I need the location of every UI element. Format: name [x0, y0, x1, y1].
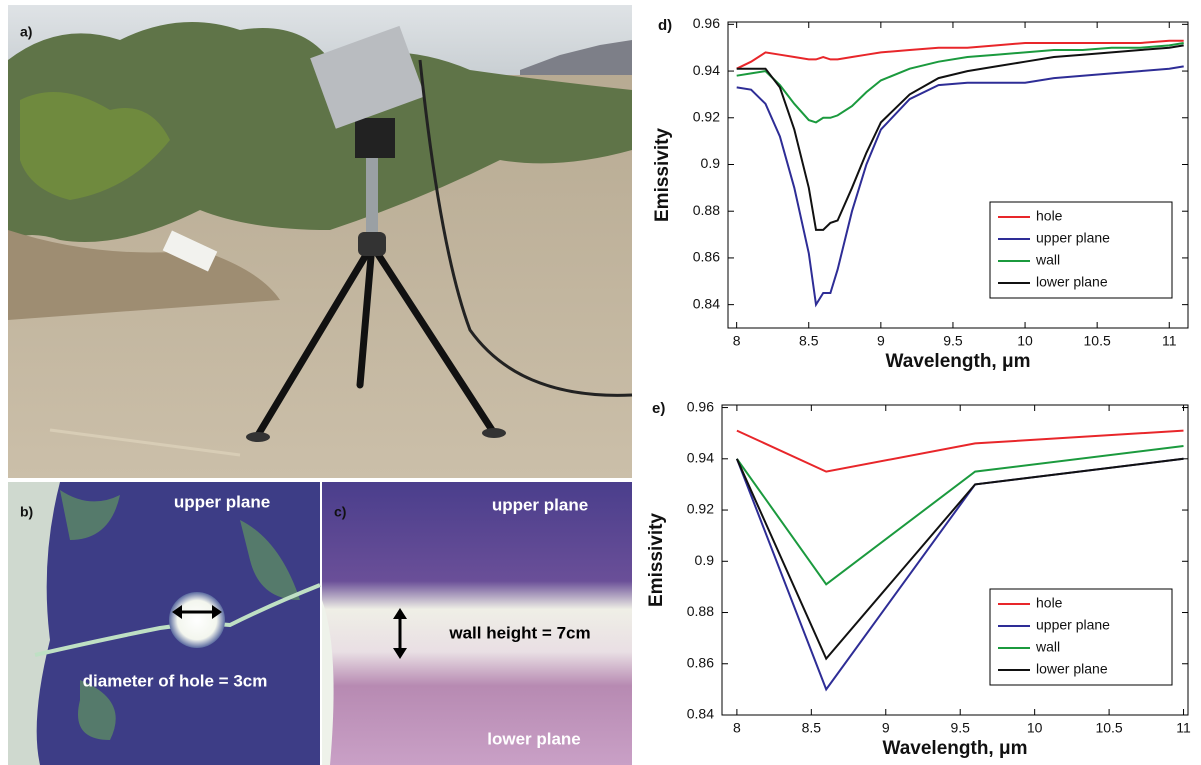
- annotation: diameter of hole = 3cm: [83, 671, 268, 690]
- legend-label: upper plane: [1036, 617, 1110, 633]
- y-tick-label: 0.88: [693, 202, 720, 218]
- series-line: [736, 39, 1184, 70]
- x-tick-label: 10.5: [1095, 720, 1122, 736]
- panel-label: e): [652, 400, 665, 417]
- series-line: [736, 42, 1184, 124]
- y-axis-label: Emissivity: [646, 513, 667, 607]
- x-tick-label: 11: [1176, 720, 1191, 736]
- x-tick-label: 10: [1027, 720, 1043, 736]
- x-axis-label: Wavelength, μm: [883, 738, 1028, 759]
- y-tick-label: 0.94: [687, 450, 714, 466]
- x-tick-label: 9: [882, 720, 890, 736]
- y-tick-label: 0.84: [693, 295, 720, 311]
- panel-label: a): [20, 24, 32, 40]
- x-tick-label: 10.5: [1084, 333, 1111, 349]
- x-tick-label: 8.5: [799, 333, 819, 349]
- panel-label: b): [20, 504, 33, 520]
- y-axis-label: Emissivity: [652, 128, 673, 222]
- y-tick-label: 0.9: [695, 552, 715, 568]
- series-line: [735, 457, 1184, 661]
- legend-label: hole: [1036, 595, 1063, 611]
- photo-b: b) upper plane diameter of hole = 3cm: [8, 482, 321, 765]
- x-tick-label: 9.5: [943, 333, 963, 349]
- series-line: [736, 44, 1184, 231]
- series-line: [736, 445, 1184, 586]
- legend-label: wall: [1035, 252, 1060, 268]
- y-tick-label: 0.96: [687, 398, 714, 414]
- x-tick-label: 9: [877, 333, 885, 349]
- x-tick-label: 10: [1017, 333, 1033, 349]
- annotation: wall height = 7cm: [448, 623, 590, 642]
- y-tick-label: 0.84: [687, 706, 714, 722]
- legend-label: upper plane: [1036, 230, 1110, 246]
- y-tick-label: 0.92: [693, 108, 720, 124]
- y-tick-label: 0.96: [693, 15, 720, 31]
- photo-c: c) upper plane wall height = 7cm lower p…: [322, 482, 632, 765]
- photo-a: a): [8, 5, 633, 478]
- x-tick-label: 8.5: [802, 720, 822, 736]
- x-tick-label: 9.5: [950, 720, 970, 736]
- x-axis-label: Wavelength, μm: [886, 351, 1031, 372]
- x-tick-label: 11: [1162, 333, 1177, 349]
- series-line: [736, 429, 1184, 473]
- y-tick-label: 0.92: [687, 501, 714, 517]
- panel-label: d): [658, 17, 672, 34]
- legend-label: lower plane: [1036, 661, 1108, 677]
- y-tick-label: 0.86: [687, 654, 714, 670]
- x-tick-label: 8: [733, 333, 741, 349]
- panel-label: c): [334, 504, 346, 520]
- y-tick-label: 0.86: [693, 249, 720, 265]
- series-line: [736, 65, 1184, 308]
- legend-label: wall: [1035, 639, 1060, 655]
- annotation: upper plane: [492, 495, 588, 514]
- y-tick-label: 0.88: [687, 603, 714, 619]
- annotation: upper plane: [174, 492, 270, 511]
- y-tick-label: 0.9: [701, 155, 721, 171]
- annotation: lower plane: [487, 729, 581, 748]
- legend-label: hole: [1036, 208, 1063, 224]
- y-tick-label: 0.94: [693, 62, 720, 78]
- legend-label: lower plane: [1036, 274, 1108, 290]
- x-tick-label: 8: [733, 720, 741, 736]
